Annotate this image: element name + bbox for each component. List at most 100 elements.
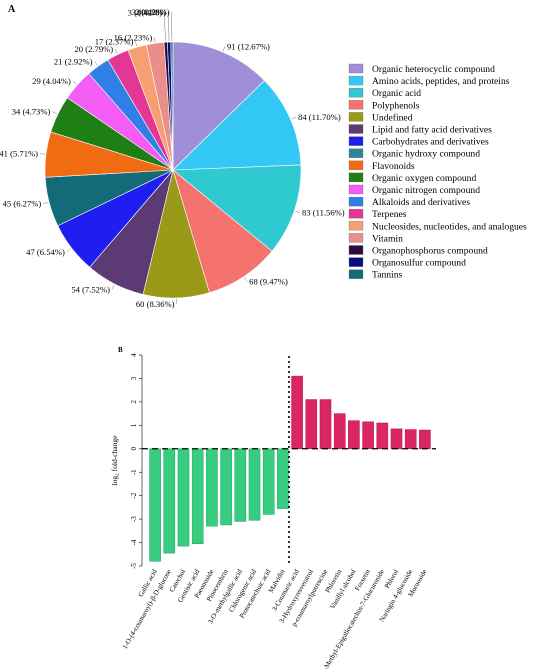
pie-slice-label: 34 (4.73%): [12, 107, 51, 117]
legend-swatch-undefined: [348, 112, 364, 122]
y-tick-label: -2: [130, 492, 138, 498]
panel-a-label: A: [8, 4, 16, 15]
panel-b-label: B: [118, 346, 123, 354]
pie-leader-line: [244, 277, 248, 282]
legend-label-vitamin: Vitamin: [372, 233, 403, 244]
bar-pinocembrin: [220, 448, 232, 525]
bar-outline: [234, 448, 247, 522]
legend-label-organosulfur-compound: Organosulfur compound: [372, 258, 466, 269]
legend-label-carbohydrates-and-derivatives: Carbohydrates and derivatives: [372, 137, 489, 148]
legend-swatch-organic-oxygen-compound: [348, 172, 364, 183]
legend-swatch-alkaloids-and-derivatives: [348, 196, 364, 207]
pie-leader-line: [52, 111, 57, 115]
y-tick-label: -3: [130, 516, 138, 522]
legend-swatch-amino-acids-peptides-and-proteins: [348, 75, 364, 86]
pie-slice-label: 91 (12.67%): [227, 41, 270, 51]
y-tick-label: 0: [130, 447, 138, 451]
pie-slice-label: 17 (2.37%): [95, 36, 134, 46]
bar-outline: [305, 399, 318, 450]
bar-catechol: [177, 448, 190, 547]
pie-slice-label: 54 (7.52%): [71, 284, 110, 294]
pie-slice-label: 60 (8.36%): [136, 299, 175, 309]
legend-label-organic-oxygen-compound: Organic oxygen compound: [372, 173, 476, 184]
legend-swatch-nucleosides-nucleotides-and-analogues: [348, 221, 364, 231]
legend-label-organic-acid: Organic acid: [372, 88, 421, 99]
bar-chlorogenic-acid: [248, 448, 261, 521]
pie-slice-label: 21 (2.92%): [54, 56, 93, 66]
pie-leader-line: [114, 49, 118, 54]
pie-slice-label: 3 (0.42%): [132, 7, 167, 17]
legend-label-polyphenols: Polyphenols: [372, 100, 420, 111]
bar-outline: [333, 413, 346, 450]
pie-leader-line: [135, 41, 138, 47]
bar-protocatechuic-acid: [263, 448, 275, 515]
bar-phloretin: [334, 413, 346, 449]
pie-leader-line: [291, 116, 297, 120]
pie-slice-organic-acid: [172, 164, 302, 252]
legend-label-alkaloids-and-derivatives: Alkaloids and derivatives: [372, 197, 470, 208]
bar-3-o-methylgallic-acid: [234, 448, 246, 522]
legend-swatch-flavonoids: [348, 160, 364, 170]
pie-leader-line: [163, 12, 166, 42]
bar-naringin-4-glucoside: [405, 429, 417, 449]
y-tick-label: -5: [130, 563, 138, 569]
pie-leader-line: [66, 248, 71, 252]
pie-leader-line: [167, 12, 170, 42]
legend-label-flavonoids: Flavonoids: [372, 161, 415, 172]
pie-slice-label: 68 (9.47%): [249, 277, 288, 287]
pie-leader-line: [295, 210, 301, 213]
pie-slice-label: 2 (0.28%): [135, 7, 170, 17]
legend-swatch-organic-heterocyclic-compound: [348, 63, 364, 74]
bar-paeonoside: [206, 448, 218, 527]
bar-fraxetin: [362, 421, 374, 449]
pie-slice-label: 20 (2.79%): [74, 44, 113, 54]
pie-slice-organic-hydroxy-compound: [170, 41, 174, 171]
bar-outline: [206, 448, 218, 527]
pie-leader-line: [154, 37, 156, 43]
bar-outline: [163, 448, 176, 554]
bar-p-coumaroylputrescine: [319, 399, 332, 449]
legend-swatch-organophosphorus-compound: [348, 245, 364, 255]
y-tick-label: 1: [130, 423, 138, 427]
legend-label-nucleosides-nucleotides-and-analogues: Nucleosides, nucleotides, and analogues: [372, 221, 527, 232]
pie-leader-line: [43, 202, 49, 204]
pie-slice-label: 83 (11.56%): [302, 208, 345, 218]
legend-swatch-lipid-and-fatty-acid-derivatives: [348, 124, 364, 134]
pie-slice-label: 47 (6.54%): [26, 247, 65, 257]
legend-swatch-vitamin: [348, 233, 364, 243]
pie-leader-line: [39, 153, 45, 155]
legend-label-organic-hydroxy-compound: Organic hydroxy compound: [372, 149, 480, 160]
legend-swatch-polyphenols: [348, 100, 364, 110]
bar-outline: [262, 448, 275, 515]
pie-slice-label: 84 (11.70%): [298, 112, 341, 122]
pie-slice-labels: 91 (12.67%) 84 (11.70%) 83 (11.56%) 68 (9.4…: [0, 7, 345, 309]
pie-leader-line: [111, 284, 115, 290]
y-tick-label: 2: [130, 400, 138, 404]
y-axis-title: log₂ fold-change: [110, 435, 119, 486]
legend-label-amino-acids-peptides-and-proteins: Amino acids, peptides, and proteins: [372, 76, 510, 87]
pie-slice-amino-acids-peptides-and-proteins: [172, 80, 302, 171]
legend-label-undefined: Undefined: [372, 112, 413, 123]
legend-swatch-organosulfur-compound: [348, 257, 364, 267]
pie-leader-line: [222, 46, 226, 52]
bar-phlorol: [390, 428, 403, 449]
bar-malvidin: [277, 448, 289, 509]
legend-label-terpenes: Terpenes: [372, 209, 407, 220]
legend-swatch-terpenes: [348, 209, 364, 219]
y-tick-label: 4: [130, 353, 138, 357]
legend-swatch-tannins: [348, 269, 364, 279]
pie-leader-line: [72, 80, 77, 85]
y-tick-label: -1: [130, 469, 138, 475]
bar-3-hydroxyresveratrol: [305, 399, 317, 449]
legend-label-organic-heterocyclic-compound: Organic heterocyclic compound: [372, 64, 495, 75]
pie-slice-label: 3 (0.42%): [128, 7, 163, 17]
legend-label-tannins: Tannins: [372, 270, 403, 281]
y-tick-label: -4: [130, 539, 138, 545]
pie-slice-organic-heterocyclic-compound: [172, 41, 265, 171]
pie-chart: [44, 41, 302, 299]
bar-outline: [404, 429, 417, 450]
pie-leader-line: [94, 61, 98, 66]
bar-4-methyl-epigallocatechin-7-glucuronide: [376, 422, 388, 449]
bar-mornoside: [419, 430, 431, 449]
